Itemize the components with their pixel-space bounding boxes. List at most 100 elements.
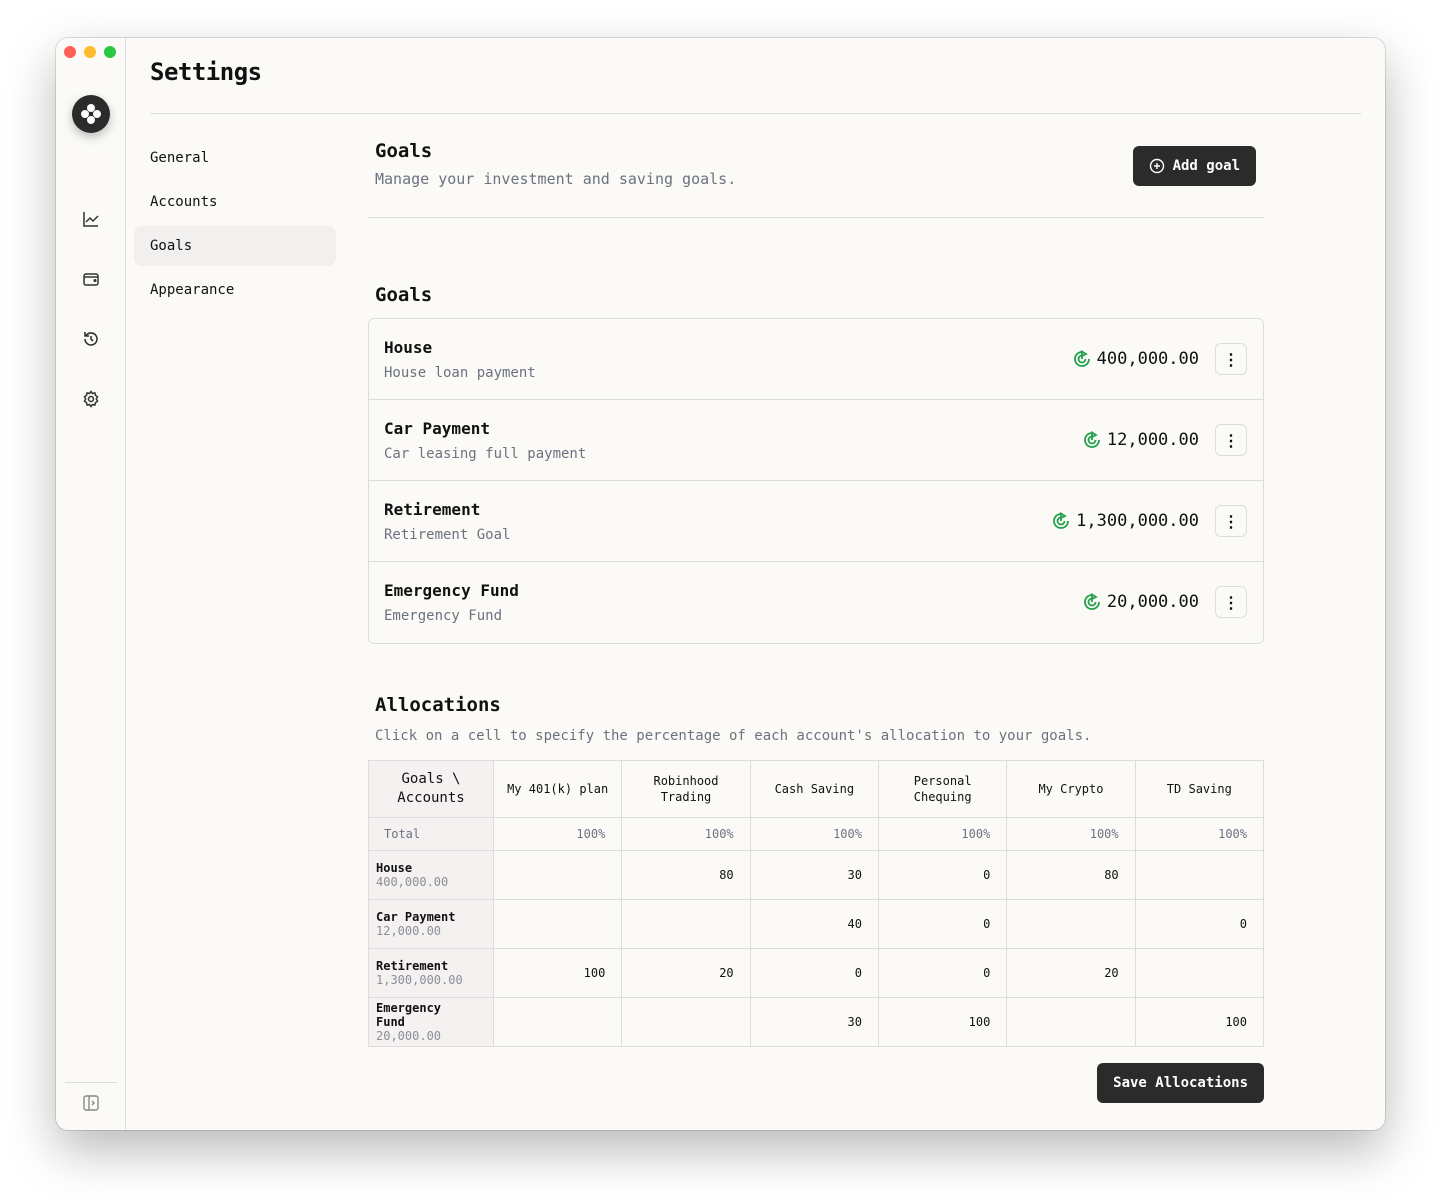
goals-heading: Goals (375, 284, 433, 306)
allocation-cell[interactable]: 100 (1134, 997, 1265, 1047)
gear-icon[interactable] (81, 389, 101, 409)
goal-more-button[interactable]: ⋮ (1215, 586, 1247, 618)
minimize-button[interactable] (84, 46, 96, 58)
rail-divider (65, 1082, 117, 1083)
goal-description: Car leasing full payment (384, 446, 587, 462)
header-divider (150, 113, 1361, 114)
allocation-cell[interactable]: 30 (749, 997, 879, 1047)
allocation-cell[interactable]: 20 (1006, 948, 1136, 998)
table-row: Retirement 1,300,000.00 100 20 0 0 20 (368, 948, 1265, 998)
settings-nav: General Accounts Goals Appearance (134, 150, 336, 402)
allocation-cell[interactable]: 30 (749, 850, 879, 900)
allocation-cell[interactable] (492, 997, 623, 1047)
nav-goals[interactable]: Goals (134, 226, 336, 266)
goal-name: House (384, 338, 433, 357)
goal-item[interactable]: Retirement Retirement Goal 1,300,000.00 … (369, 481, 1263, 562)
account-header: Robinhood Trading (621, 760, 751, 818)
account-header: My Crypto (1006, 760, 1136, 818)
total-cell: 100% (621, 817, 751, 851)
row-goal-name: Car Payment (376, 910, 456, 924)
goal-name: Car Payment (384, 419, 490, 438)
allocation-cell[interactable]: 20 (621, 948, 751, 998)
row-goal-amount: 20,000.00 (376, 1029, 442, 1043)
section-subtitle: Manage your investment and saving goals. (375, 170, 737, 188)
goal-cell: Emergency Fund 20,000.00 (368, 997, 494, 1047)
plus-circle-icon (1149, 158, 1164, 174)
add-goal-button[interactable]: Add goal (1132, 146, 1256, 186)
goal-more-button[interactable]: ⋮ (1215, 505, 1247, 537)
allocation-cell[interactable] (1006, 899, 1136, 949)
account-header: Personal Chequing (877, 760, 1008, 818)
goal-amount: 20,000.00 (1083, 592, 1199, 612)
row-goal-amount: 1,300,000.00 (376, 973, 463, 987)
account-header: TD Saving (1134, 760, 1265, 818)
logo-icon[interactable] (72, 95, 110, 133)
chart-icon[interactable] (81, 209, 101, 229)
allocation-cell[interactable]: 80 (621, 850, 751, 900)
allocation-cell[interactable] (492, 850, 623, 900)
more-vertical-icon: ⋮ (1223, 592, 1239, 612)
more-vertical-icon: ⋮ (1223, 511, 1239, 531)
goal-cell: Retirement 1,300,000.00 (368, 948, 494, 998)
total-cell: 100% (1134, 817, 1265, 851)
total-cell: 100% (1006, 817, 1136, 851)
goal-item[interactable]: House House loan payment 400,000.00 ⋮ (369, 319, 1263, 400)
goal-amount: 400,000.00 (1073, 349, 1199, 369)
allocation-cell[interactable]: 80 (1006, 850, 1136, 900)
goal-amount-value: 20,000.00 (1106, 592, 1199, 612)
save-allocations-button[interactable]: Save Allocations (1097, 1063, 1264, 1103)
goal-item[interactable]: Car Payment Car leasing full payment 12,… (369, 400, 1263, 481)
allocation-cell[interactable] (492, 899, 623, 949)
allocation-cell[interactable]: 100 (877, 997, 1008, 1047)
add-goal-label: Add goal (1172, 158, 1240, 174)
table-row: Emergency Fund 20,000.00 30 100 100 (368, 997, 1265, 1047)
more-vertical-icon: ⋮ (1223, 430, 1239, 450)
allocation-cell[interactable] (1134, 948, 1265, 998)
goal-icon (1073, 350, 1090, 367)
allocation-cell[interactable] (1134, 850, 1265, 900)
row-goal-amount: 400,000.00 (376, 875, 449, 889)
goal-cell: House 400,000.00 (368, 850, 494, 900)
goal-amount: 12,000.00 (1083, 430, 1199, 450)
goal-more-button[interactable]: ⋮ (1215, 343, 1247, 375)
history-icon[interactable] (81, 329, 101, 349)
allocation-cell[interactable] (1006, 997, 1136, 1047)
window-controls (64, 46, 116, 58)
total-cell: 100% (749, 817, 879, 851)
allocation-cell[interactable]: 100 (492, 948, 623, 998)
nav-appearance[interactable]: Appearance (150, 282, 235, 298)
goal-item[interactable]: Emergency Fund Emergency Fund 20,000.00 … (369, 562, 1263, 643)
wallet-icon[interactable] (81, 269, 101, 289)
goal-more-button[interactable]: ⋮ (1215, 424, 1247, 456)
sidebar-toggle-icon[interactable] (81, 1093, 101, 1113)
allocation-cell[interactable]: 0 (1134, 899, 1265, 949)
allocation-cell[interactable] (621, 997, 751, 1047)
allocation-cell[interactable]: 0 (877, 948, 1008, 998)
goal-description: House loan payment (384, 365, 536, 381)
nav-general[interactable]: General (150, 150, 210, 166)
page-title: Settings (150, 58, 262, 86)
account-header: Cash Saving (749, 760, 879, 818)
allocations-heading: Allocations (375, 694, 501, 716)
goal-amount: 1,300,000.00 (1052, 511, 1199, 531)
total-cell: 100% (877, 817, 1008, 851)
main-content: Goals Manage your investment and saving … (368, 138, 1265, 1103)
total-cell: 100% (492, 817, 623, 851)
goal-icon (1083, 593, 1100, 610)
allocation-cell[interactable]: 0 (877, 899, 1008, 949)
allocations-table: Goals \ Accounts My 401(k) plan Robinhood T… (368, 760, 1265, 1047)
maximize-button[interactable] (104, 46, 116, 58)
goal-amount-value: 1,300,000.00 (1076, 511, 1199, 531)
allocation-cell[interactable]: 0 (749, 948, 879, 998)
goal-icon (1083, 431, 1100, 448)
goal-icon (1053, 512, 1070, 529)
row-goal-amount: 12,000.00 (376, 924, 442, 938)
table-row: House 400,000.00 80 30 0 80 (368, 850, 1265, 900)
corner-header: Goals \ Accounts (368, 760, 494, 818)
close-button[interactable] (64, 46, 76, 58)
goal-cell: Car Payment 12,000.00 (368, 899, 494, 949)
allocation-cell[interactable]: 0 (877, 850, 1008, 900)
allocation-cell[interactable]: 40 (749, 899, 879, 949)
allocation-cell[interactable] (621, 899, 751, 949)
nav-accounts[interactable]: Accounts (150, 194, 218, 210)
